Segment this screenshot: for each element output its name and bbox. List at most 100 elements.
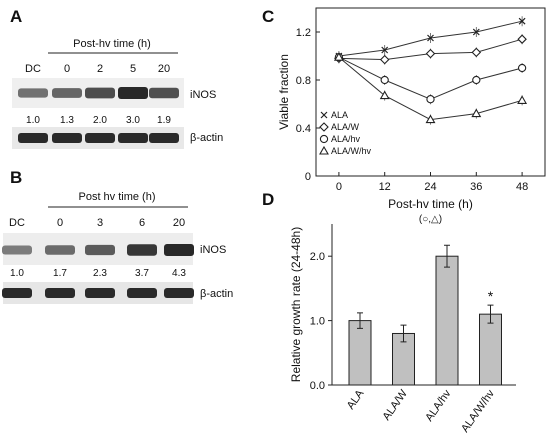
y-tick-label: 1.2 [296,27,311,39]
band-ratio: 1.7 [53,268,67,279]
actin-band [52,133,82,143]
y-tick-label: 0 [305,171,311,183]
data-point [427,34,434,42]
x-tick-label: 0 [336,181,342,193]
x-tick-label: 36 [470,181,482,193]
legend-marker [319,122,329,132]
y-tick-label: 2.0 [310,251,325,263]
inos-band [85,244,115,256]
actin-band [85,133,115,143]
band-ratio: 4.3 [172,268,186,279]
inos-band [85,87,115,99]
panel-a-ratios: 1.0 1.3 2.0 3.0 1.9 [26,115,171,126]
panel-b-letter: B [10,168,22,187]
legend-entry: ALA [331,110,348,120]
inos-band [164,244,194,256]
actin-band [164,288,194,298]
legend-entry: ALA/W/hv [331,146,372,156]
x-axis-label: Post-hv time (h) [388,197,473,211]
panel-a-lane-labels: DC 0 2 5 20 [25,63,170,75]
lane-label: 3 [97,217,103,229]
panel-d: D 0.0 1.0 2.0 Relative growth rate (24-48h)… [262,190,516,435]
data-point [426,95,435,104]
legend-marker [319,134,329,144]
actin-band [2,288,32,298]
data-point [425,114,436,124]
panel-a-letter: A [10,7,22,26]
category-label: ALA/W [380,387,410,422]
y-tick-label: 0.4 [296,123,311,135]
actin-band [18,133,48,143]
error-bar [487,304,494,324]
series-ala-w-hv [333,52,528,125]
legend-marker [319,145,329,155]
lane-label: 20 [158,63,170,75]
panel-b-lane-labels: DC 0 3 6 20 [9,217,185,229]
category-label: ALA [345,387,367,411]
panel-b-inos-bands [2,244,194,256]
data-point [379,54,390,65]
panel-c-letter: C [262,7,274,26]
legend-entry: ALA/hv [331,134,361,144]
data-point [517,95,528,104]
data-point [425,48,436,59]
data-point [380,75,389,85]
error-bar [444,244,450,268]
panel-a-band-label: iNOS [190,89,216,101]
series-line [338,56,523,121]
inos-band [127,244,157,256]
category-label: ALA/hv [423,387,453,423]
panel-d-chart: 0.0 1.0 2.0 Relative growth rate (24-48h) AL… [289,224,516,435]
data-point [517,63,527,73]
panel-b-header: Post hv time (h) [78,191,155,203]
panel-a: A Post-hv time (h) DC 0 2 5 20 iNOS 1.0 1.3 2.… [10,7,223,149]
data-point [471,108,482,118]
band-ratio: 1.9 [157,115,171,126]
data-point [472,28,480,36]
band-ratio: 1.0 [26,115,40,126]
data-point [518,17,526,25]
panel-b-actin-bands [2,288,194,298]
significance-mark: * [488,288,494,304]
actin-band [85,288,115,298]
lane-label: 0 [64,63,70,75]
bar [435,255,459,386]
panel-b-ratios: 1.0 1.7 2.3 3.7 4.3 [10,268,186,279]
data-point [333,52,344,61]
y-tick-label: 0.8 [296,75,311,87]
lane-label: DC [25,63,41,75]
bar [348,320,372,386]
band-ratio: 1.0 [10,268,24,279]
lane-label: 6 [139,217,145,229]
panel-c: C 0 0.4 0.8 1.2 0 12 24 36 48 Post-hv time (h) (○,… [262,7,546,225]
lane-label: 20 [173,217,185,229]
lane-label: 2 [97,63,103,75]
inos-band [2,245,32,255]
x-tick-label: 12 [379,181,391,193]
x-axis-sublabel: (○,△) [419,214,442,225]
panel-b-band-label: iNOS [200,244,226,256]
band-ratio: 2.0 [93,115,107,126]
band-ratio: 1.3 [60,115,74,126]
legend-marker [320,111,328,119]
actin-band [149,133,179,143]
data-point [471,47,482,58]
x-tick-label: 48 [516,181,528,193]
inos-band [149,87,179,99]
category-label: ALA/W/hv [459,387,497,434]
lane-label: 0 [57,217,63,229]
band-ratio: 3.7 [135,268,149,279]
band-ratio: 2.3 [93,268,107,279]
y-tick-label: 0.0 [310,380,325,392]
data-point [517,34,527,44]
data-point [381,46,389,54]
y-tick-label: 1.0 [310,316,325,328]
panel-a-inos-bands [18,87,179,99]
bar [479,313,502,386]
panel-a-actin-bands [18,133,179,143]
data-point [472,75,481,85]
panel-a-loading-label: β-actin [190,132,223,144]
inos-band [45,245,75,255]
panel-b-loading-label: β-actin [200,288,233,300]
